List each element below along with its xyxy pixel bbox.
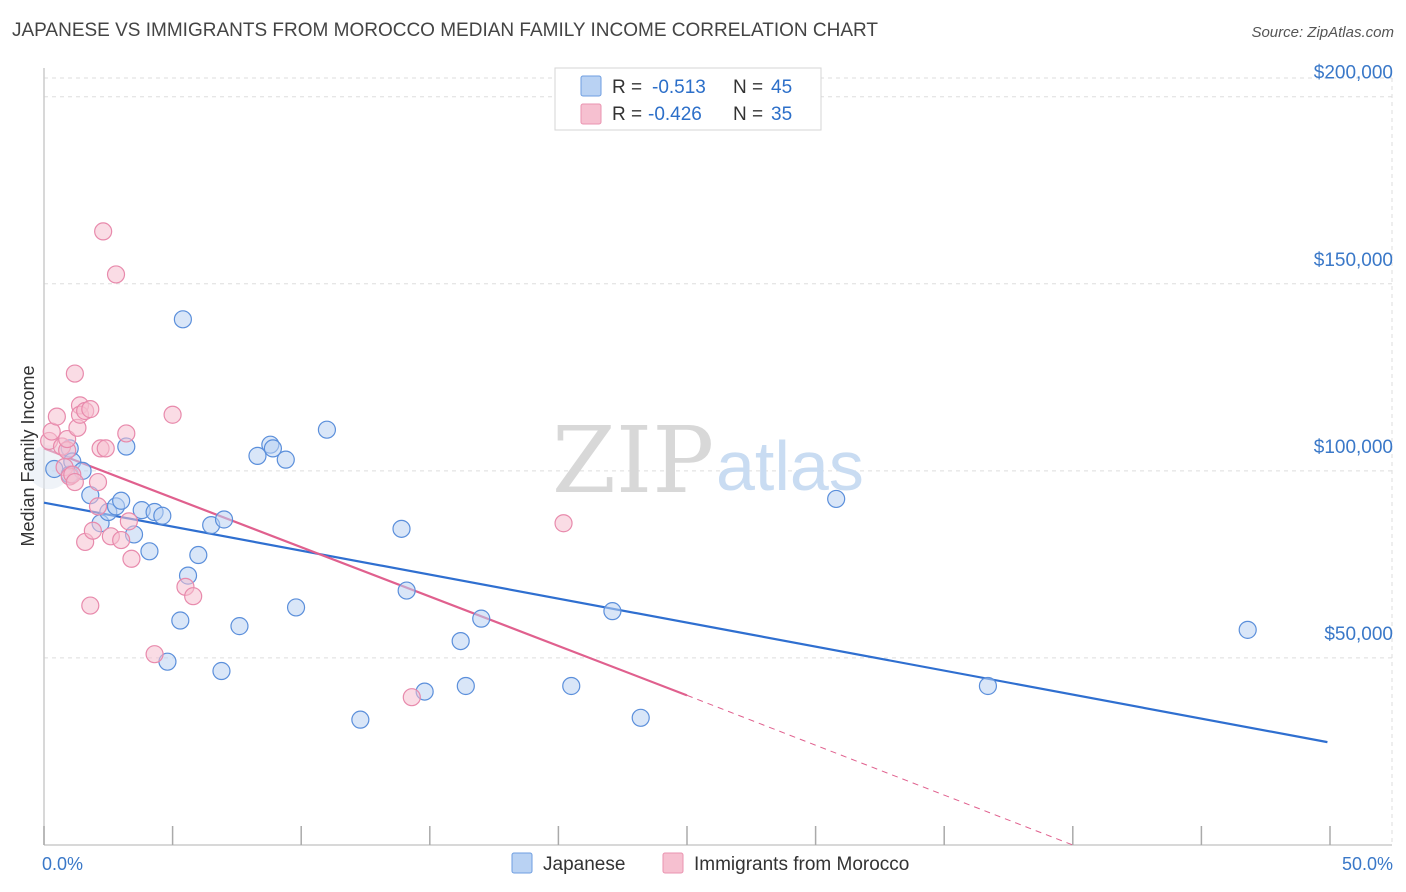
point-morocco bbox=[108, 266, 125, 283]
legend-swatch-japanese bbox=[581, 76, 601, 96]
point-japanese bbox=[352, 711, 369, 728]
point-japanese bbox=[632, 709, 649, 726]
point-japanese bbox=[174, 311, 191, 328]
point-japanese bbox=[113, 492, 130, 509]
point-morocco bbox=[120, 513, 137, 530]
legend-r-label: R = bbox=[612, 77, 642, 98]
point-japanese bbox=[277, 451, 294, 468]
point-japanese bbox=[398, 582, 415, 599]
series-legend-label-japanese: Japanese bbox=[543, 854, 625, 875]
scatter-chart: ZIP atlas $50,000 $100,000 $150,000 $200,00… bbox=[0, 0, 1406, 892]
point-japanese bbox=[1239, 621, 1256, 638]
legend-r-value: -0.426 bbox=[648, 104, 702, 125]
point-morocco bbox=[84, 522, 101, 539]
y-axis-label: Median Family Income bbox=[18, 365, 38, 546]
point-japanese bbox=[141, 543, 158, 560]
point-morocco bbox=[48, 408, 65, 425]
point-japanese bbox=[828, 490, 845, 507]
point-japanese bbox=[231, 618, 248, 635]
series-legend: Japanese Immigrants from Morocco bbox=[512, 853, 909, 875]
point-morocco bbox=[82, 401, 99, 418]
y-tick-label: $100,000 bbox=[1314, 437, 1393, 458]
point-morocco bbox=[185, 588, 202, 605]
legend-r-label: R = bbox=[612, 104, 642, 125]
point-morocco bbox=[90, 474, 107, 491]
correlation-legend: R = -0.513 N = 45 R = -0.426 N = 35 bbox=[555, 68, 821, 130]
series-legend-swatch-japanese bbox=[512, 853, 532, 873]
trend-line-dashed-pink bbox=[687, 695, 1073, 845]
legend-n-value: 35 bbox=[771, 104, 792, 125]
point-morocco bbox=[95, 223, 112, 240]
point-japanese bbox=[452, 633, 469, 650]
point-japanese bbox=[563, 677, 580, 694]
point-morocco bbox=[66, 365, 83, 382]
point-japanese bbox=[288, 599, 305, 616]
point-morocco bbox=[164, 406, 181, 423]
legend-r-value: -0.513 bbox=[652, 77, 706, 98]
point-morocco bbox=[123, 550, 140, 567]
point-japanese bbox=[172, 612, 189, 629]
point-japanese bbox=[190, 547, 207, 564]
legend-n-value: 45 bbox=[771, 77, 792, 98]
series-legend-label-morocco: Immigrants from Morocco bbox=[694, 854, 909, 875]
x-tick-label: 0.0% bbox=[42, 854, 83, 874]
legend-swatch-morocco bbox=[581, 104, 601, 124]
x-tick-label: 50.0% bbox=[1342, 854, 1393, 874]
point-japanese bbox=[213, 663, 230, 680]
point-morocco bbox=[82, 597, 99, 614]
y-tick-label: $50,000 bbox=[1324, 624, 1393, 645]
point-morocco bbox=[118, 425, 135, 442]
point-morocco bbox=[555, 515, 572, 532]
legend-n-label: N = bbox=[733, 104, 763, 125]
watermark: ZIP atlas bbox=[552, 407, 864, 514]
y-tick-label: $150,000 bbox=[1314, 250, 1393, 271]
y-tick-labels: $50,000 $100,000 $150,000 $200,000 bbox=[1314, 63, 1393, 645]
point-morocco bbox=[66, 474, 83, 491]
point-japanese bbox=[604, 603, 621, 620]
series-legend-swatch-morocco bbox=[663, 853, 683, 873]
y-tick-label: $200,000 bbox=[1314, 63, 1393, 84]
point-morocco bbox=[97, 440, 114, 457]
point-morocco bbox=[90, 498, 107, 515]
legend-n-label: N = bbox=[733, 77, 763, 98]
point-japanese bbox=[216, 511, 233, 528]
watermark-zip: ZIP bbox=[552, 407, 714, 514]
point-japanese bbox=[457, 677, 474, 694]
point-morocco bbox=[113, 532, 130, 549]
point-japanese bbox=[979, 677, 996, 694]
point-japanese bbox=[473, 610, 490, 627]
point-morocco bbox=[146, 646, 163, 663]
point-japanese bbox=[154, 507, 171, 524]
point-morocco bbox=[403, 689, 420, 706]
point-japanese bbox=[393, 520, 410, 537]
point-japanese bbox=[318, 421, 335, 438]
